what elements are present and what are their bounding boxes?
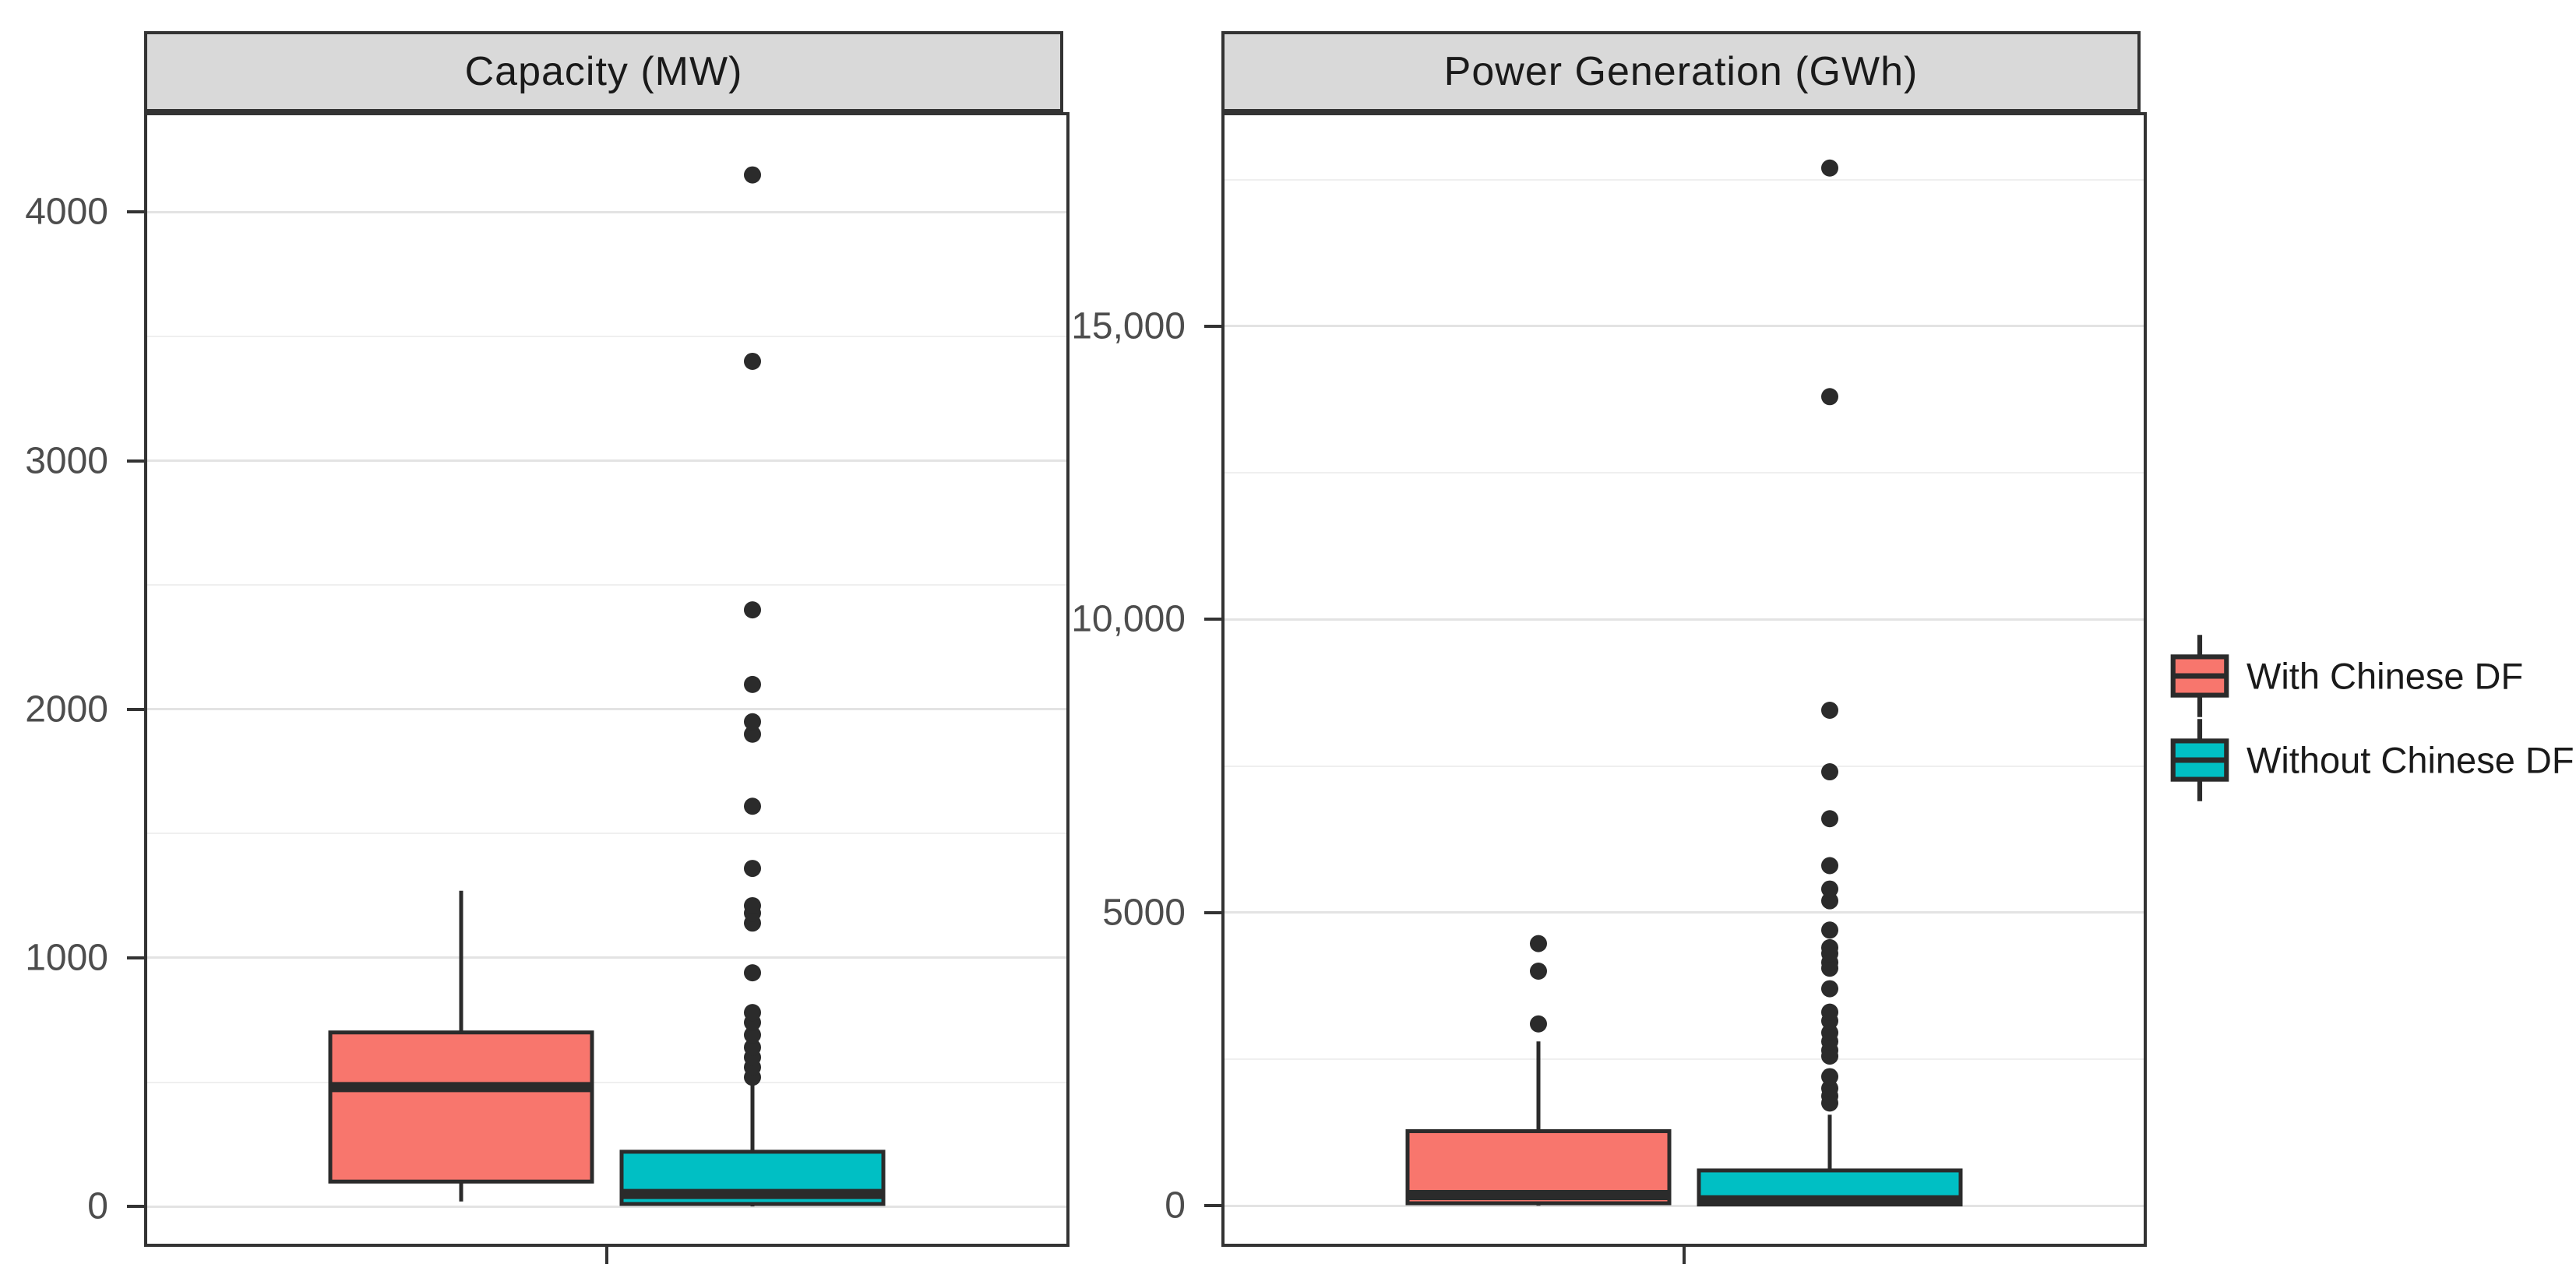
outlier-dot — [1821, 980, 1838, 998]
outlier-dot — [744, 964, 761, 982]
legend-label-without-chinese-df: Without Chinese DF — [2247, 739, 2574, 781]
box-with-chinese-df — [328, 1030, 594, 1184]
outlier-dot — [1821, 892, 1838, 910]
outlier-dot — [744, 675, 761, 693]
y-axis-tick-label: 1000 — [25, 937, 108, 979]
legend: With Chinese DF Without Chinese DF — [2165, 631, 2574, 864]
legend-entry-without-chinese-df: Without Chinese DF — [2165, 715, 2574, 805]
outlier-dot — [1821, 1003, 1838, 1021]
gridline-minor — [147, 833, 1066, 835]
outlier-dot — [1530, 935, 1547, 952]
outlier-dot — [1821, 763, 1838, 781]
outlier-dot — [1821, 938, 1838, 956]
gridline-minor — [1225, 1058, 2144, 1060]
y-axis-tick-label: 2000 — [25, 688, 108, 731]
y-axis-tick-label: 4000 — [25, 191, 108, 233]
plot-area-power-generation: 0 5000 10,000 15,000 — [1071, 112, 2147, 1264]
facet-title-capacity: Capacity (MW) — [464, 49, 743, 94]
y-axis-tick — [127, 210, 147, 214]
x-axis-tick — [1683, 1247, 1686, 1264]
outlier-dot — [744, 601, 761, 619]
gridline-minor — [1225, 765, 2144, 767]
gridline-minor — [1225, 178, 2144, 181]
outlier-dot — [744, 860, 761, 878]
y-axis-tick — [1204, 910, 1225, 914]
y-axis-tick-label: 15,000 — [1071, 305, 1186, 347]
outlier-dot — [744, 713, 761, 731]
gridline-minor — [1225, 472, 2144, 474]
gridline-major — [1225, 618, 2144, 621]
outlier-dot — [744, 1026, 761, 1044]
legend-entry-with-chinese-df: With Chinese DF — [2165, 631, 2571, 721]
y-axis-tick — [127, 1205, 147, 1209]
outlier-dot — [744, 1038, 761, 1056]
gridline-minor — [147, 584, 1066, 586]
outlier-dot — [744, 896, 761, 914]
outlier-dot — [1821, 1079, 1838, 1097]
outlier-dot — [1821, 159, 1838, 177]
outlier-dot — [1821, 810, 1838, 828]
boxplot-layer — [328, 166, 886, 1207]
y-axis-tick-label: 0 — [87, 1185, 108, 1227]
gridline-major — [147, 1205, 1066, 1208]
gridline-major — [147, 956, 1066, 959]
facet-strip-capacity: Capacity (MW) — [144, 31, 1063, 112]
gridline-minor — [147, 1081, 1066, 1083]
gridline-major — [147, 459, 1066, 463]
y-axis-tick-label: 0 — [1165, 1185, 1186, 1227]
legend-label-with-chinese-df: With Chinese DF — [2247, 655, 2524, 697]
facet-strip-power-generation: Power Generation (GWh) — [1221, 31, 2141, 112]
y-axis-tick — [1204, 618, 1225, 621]
gridline-major — [147, 708, 1066, 711]
y-axis-tick-label: 10,000 — [1071, 598, 1186, 640]
y-axis-tick-label: 5000 — [1102, 892, 1186, 934]
outlier-dot — [1821, 880, 1838, 898]
x-axis-tick — [605, 1247, 608, 1264]
gridline-major — [147, 210, 1066, 213]
boxplot-glyph-icon — [2170, 635, 2229, 717]
y-axis-tick — [1204, 1204, 1225, 1208]
y-axis-tick-label: 3000 — [25, 440, 108, 482]
boxplot-glyph-icon — [2170, 719, 2229, 801]
gridline-major — [1225, 911, 2144, 914]
outlier-dot — [1821, 702, 1838, 720]
outlier-dot — [1530, 1015, 1547, 1033]
facet-title-power-generation: Power Generation (GWh) — [1443, 49, 1919, 94]
outlier-dot — [744, 725, 761, 743]
outlier-dot — [1530, 962, 1547, 980]
outlier-dot — [744, 166, 761, 184]
plot-area-capacity: 0 1000 2000 3000 4000 — [25, 112, 1070, 1264]
outlier-dot — [1821, 1024, 1838, 1042]
y-axis-tick — [127, 459, 147, 463]
gridline-minor — [147, 336, 1066, 338]
y-axis-tick — [127, 956, 147, 959]
outlier-dot — [744, 797, 761, 815]
gridline-major — [1225, 325, 2144, 328]
outlier-dot — [1821, 857, 1838, 875]
outlier-dot — [1821, 388, 1838, 406]
y-axis-tick — [127, 707, 147, 711]
gridline-major — [1225, 1204, 2144, 1207]
outlier-dot — [1821, 921, 1838, 939]
boxplot-layer — [1405, 159, 1963, 1207]
y-axis-tick — [1204, 324, 1225, 328]
outlier-dot — [744, 1004, 761, 1022]
outlier-dot — [1821, 1068, 1838, 1086]
outlier-dot — [744, 352, 761, 370]
